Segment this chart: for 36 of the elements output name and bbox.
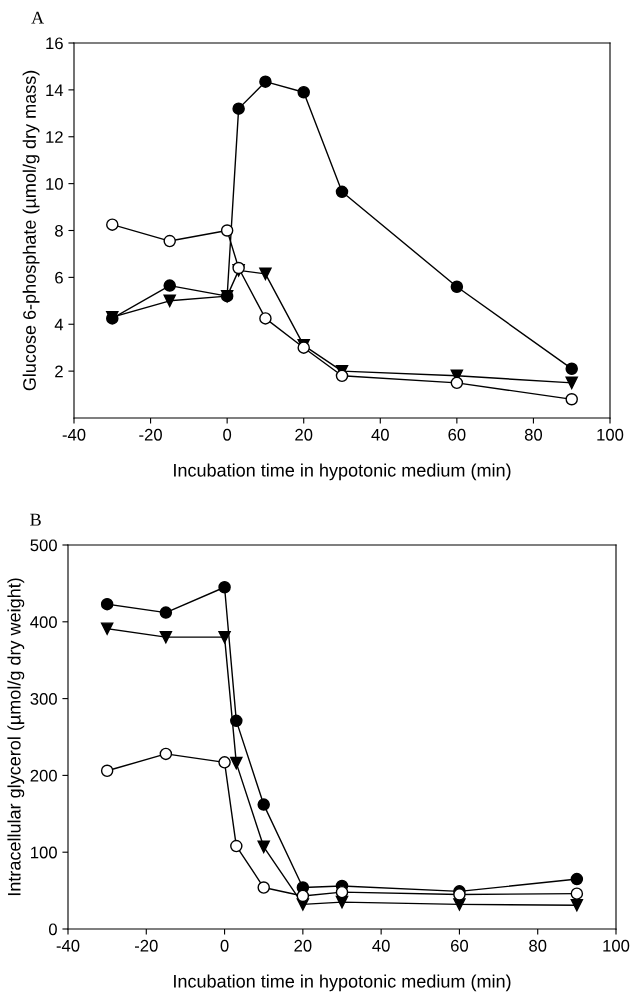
x-tick-label: 0 [223,428,232,441]
x-tick-label: 40 [371,428,389,441]
y-tick-label: 12 [46,131,63,143]
x-tick-label: -20 [139,428,162,441]
y-tick-label: 500 [30,539,57,552]
x-tick-label: 0 [220,939,229,952]
y-tick-label: 4 [54,318,64,331]
y-tick-label: 400 [30,616,57,628]
y-tick-label: 16 [46,37,63,50]
x-tick-label: -20 [134,939,158,952]
y-axis-title: Intracellular glycerol (µmol/g dry weight) [7,578,25,896]
x-tick-label: 40 [372,939,390,952]
x-tick-label: 60 [451,939,469,952]
x-tick-label: 100 [597,428,624,441]
y-tick-label: 300 [30,693,57,705]
x-tick-label: 80 [529,939,547,952]
x-tick-label: 100 [603,939,630,952]
x-tick-label: -40 [56,939,80,952]
x-tick-label: 60 [448,428,466,441]
x-tick-label: 20 [295,428,313,441]
y-tick-label: 100 [31,846,57,859]
x-axis-title: Incubation time in hypotonic medium (min) [174,463,511,481]
x-axis-title: Incubation time in hypotonic medium (min) [174,974,511,992]
chart-title: A [31,11,45,24]
x-tick-label: -40 [62,428,86,441]
y-tick-label: 0 [48,923,57,936]
y-tick-label: 2 [55,365,63,378]
chart-title: B [30,513,41,526]
y-axis-title: Glucose 6-phosphate (µmol/g dry mass) [22,70,40,391]
x-tick-label: 20 [294,939,312,952]
y-tick-label: 10 [46,178,63,190]
y-tick-label: 14 [46,84,64,96]
y-tick-label: 200 [30,769,57,782]
x-tick-label: 80 [524,428,543,441]
y-tick-label: 6 [55,271,63,284]
y-tick-label: 8 [55,224,63,237]
